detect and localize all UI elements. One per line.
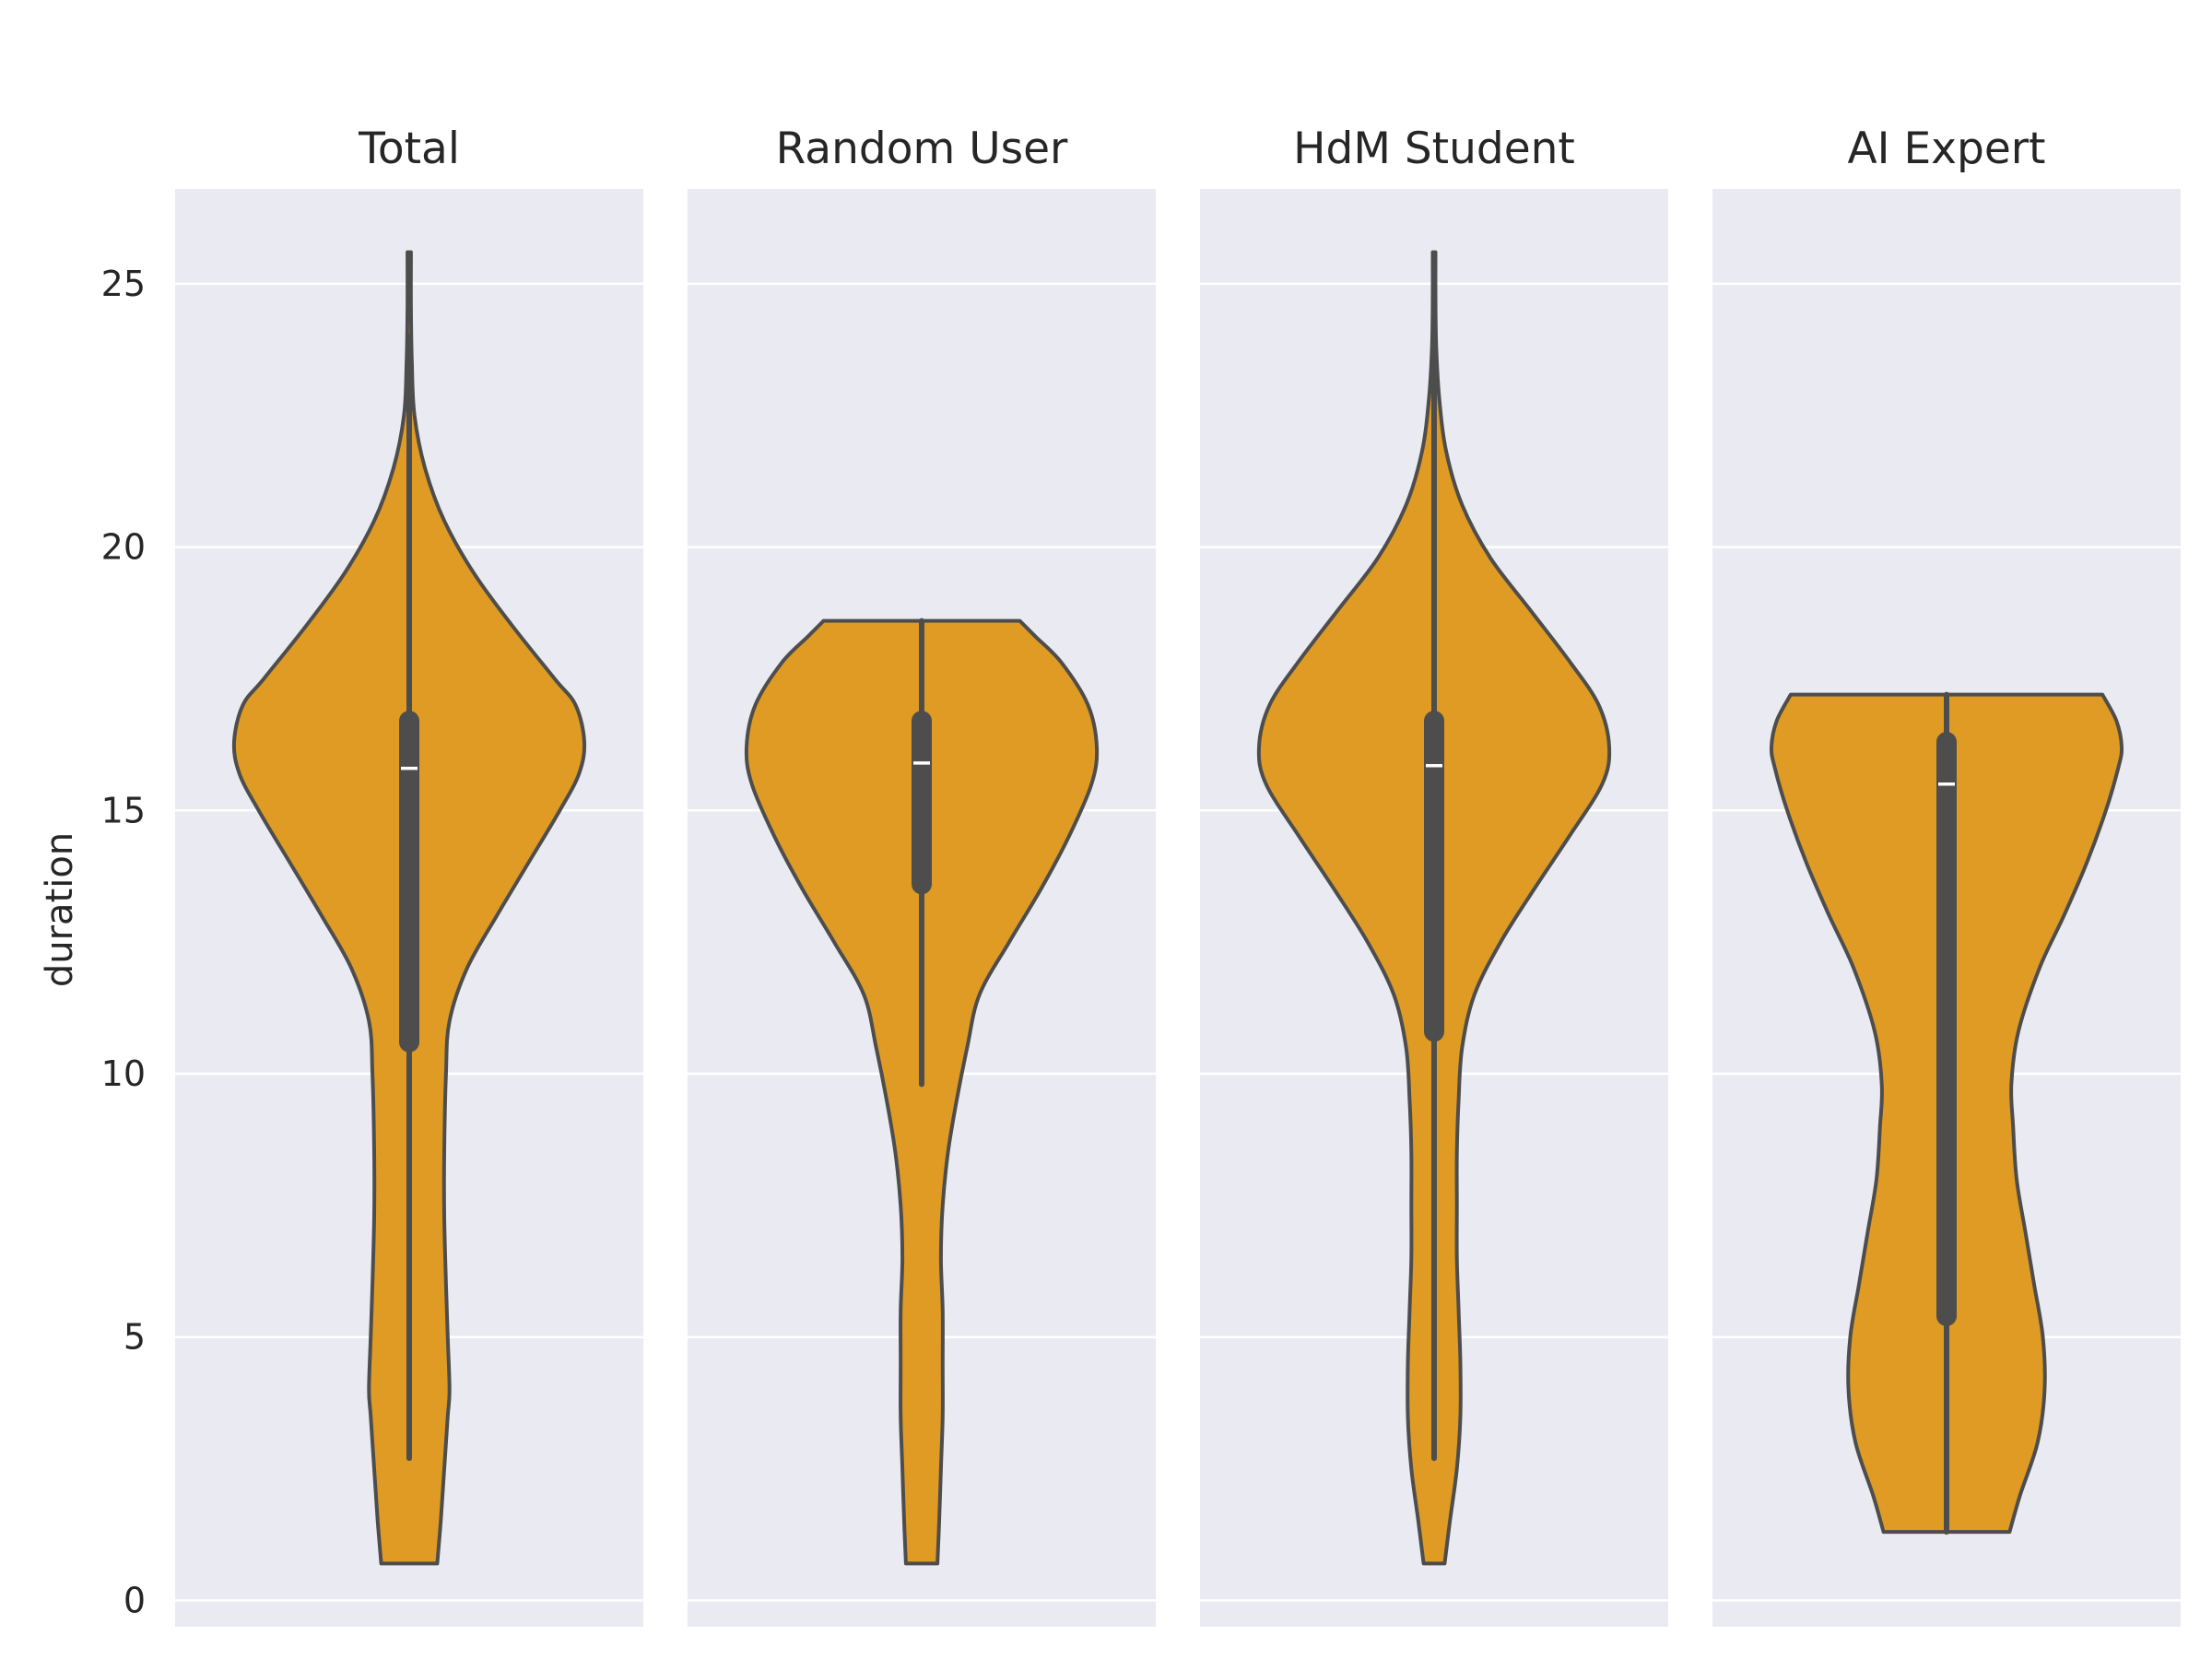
y-axis-ticks: 0 5 10 15 20 25 xyxy=(101,264,146,1621)
violin-panel: Total xyxy=(175,124,643,1627)
panel-title: AI Expert xyxy=(1848,124,2046,174)
y-axis-label: duration xyxy=(39,832,81,987)
y-tick-label: 20 xyxy=(101,527,146,568)
violin-panel: Random User xyxy=(688,124,1156,1627)
y-tick-label: 0 xyxy=(124,1580,146,1620)
y-tick-label: 25 xyxy=(101,264,146,304)
panel-title: Total xyxy=(358,124,460,174)
y-tick-label: 15 xyxy=(101,790,146,830)
y-tick-label: 10 xyxy=(101,1053,146,1094)
panel-title: HdM Student xyxy=(1293,124,1575,174)
y-tick-label: 5 xyxy=(124,1317,146,1358)
panel-title: Random User xyxy=(776,124,1068,174)
violin-panel: HdM Student xyxy=(1200,124,1668,1627)
violin-body xyxy=(744,618,1100,1566)
violin-panels: Total Random User HdM Student AI Expert xyxy=(175,124,2181,1627)
violin-panel: AI Expert xyxy=(1712,124,2181,1627)
